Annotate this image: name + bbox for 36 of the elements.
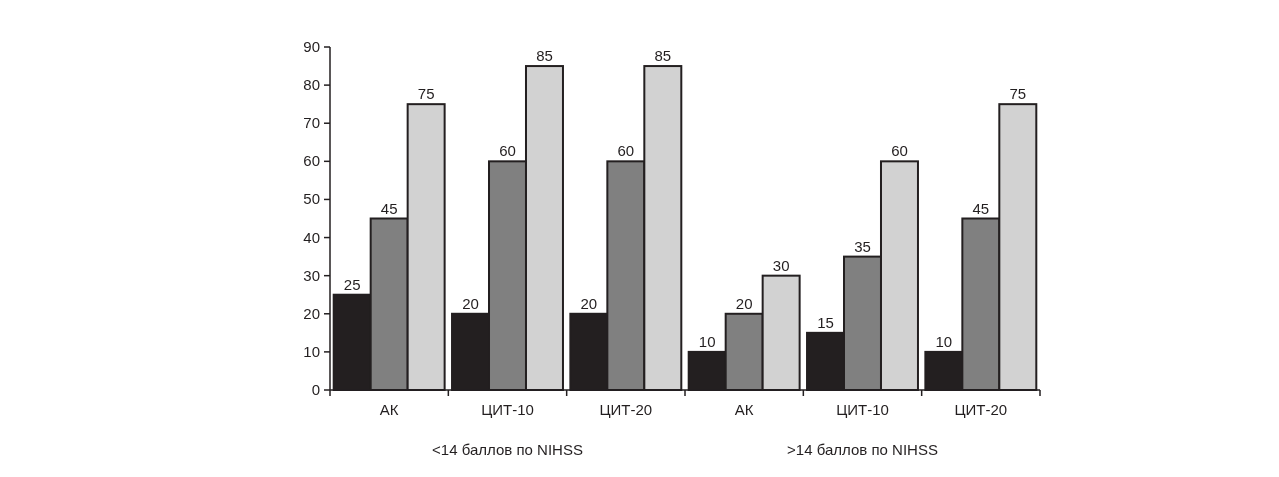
data-label: 30 [772,256,790,274]
x-tick-label: АК [734,401,754,418]
data-label: 85 [536,47,553,65]
data-label: 60 [499,142,516,160]
y-tick-label: 40 [303,228,320,246]
x-tick-label: ЦИТ-20 [599,401,653,418]
y-tick-label: 70 [303,114,320,132]
data-label: 75 [1009,85,1027,103]
data-label: 20 [462,294,479,312]
text: <14 баллов по NIHSS [432,441,583,458]
y-tick-label: 10 [303,342,320,360]
data-label: 60 [891,142,908,160]
data-label: 10 [698,332,716,350]
data-label: 15 [817,313,834,331]
data-label: 75 [417,85,435,103]
y-tick-label: 80 [303,76,320,94]
text: >14 баллов по NIHSS [787,441,938,458]
y-tick-label: 20 [303,304,320,322]
y-tick-label: 50 [303,190,320,208]
y-tick-label: 0 [311,381,320,398]
y-tick-label: 30 [303,266,320,284]
x-tick-label: ЦИТ-10 [836,401,889,418]
data-label: 45 [380,199,398,217]
data-label: 10 [935,332,953,350]
data-label: 60 [617,142,635,160]
data-label: 20 [580,294,598,312]
x-tick-label: ЦИТ-20 [954,401,1008,418]
y-tick-label: 90 [303,38,320,55]
data-label: 25 [343,275,361,293]
data-label: 20 [735,294,753,312]
x-tick-label: АК [379,401,399,418]
y-tick-label: 60 [303,152,320,170]
data-label: 45 [972,199,990,217]
x-tick-label: ЦИТ-10 [481,401,534,418]
data-label: 35 [854,237,871,255]
data-label: 85 [654,47,672,65]
